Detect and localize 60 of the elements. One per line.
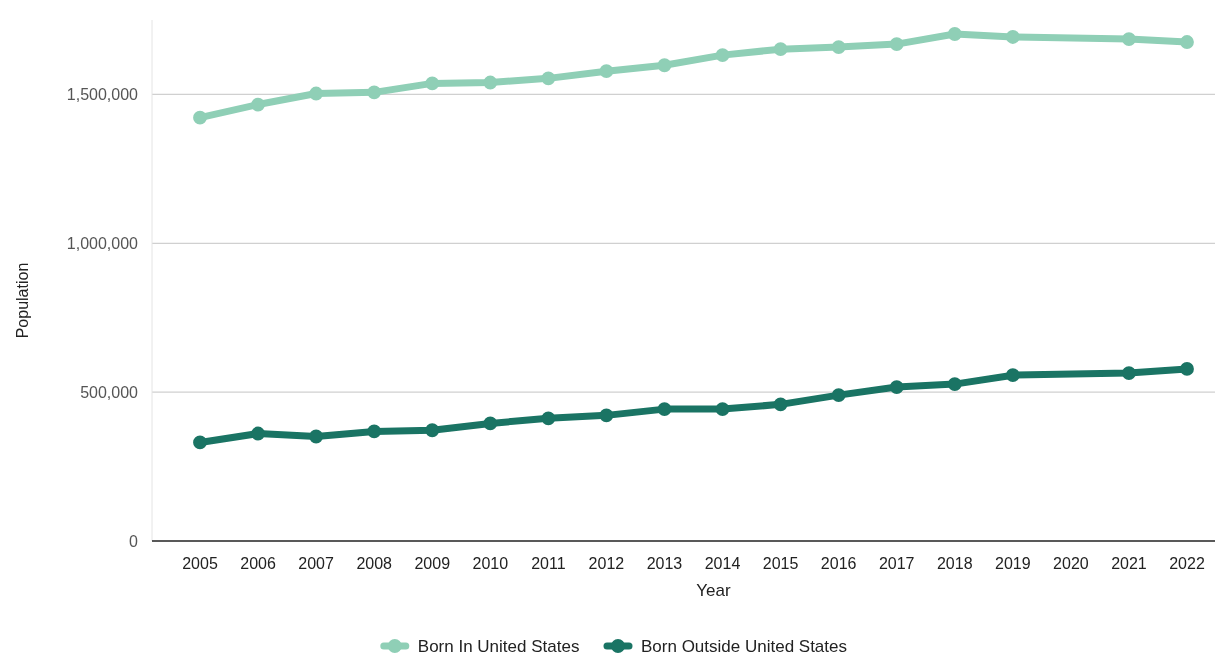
x-tick-label: 2006 xyxy=(240,555,276,572)
point xyxy=(1122,366,1136,380)
x-tick-label: 2021 xyxy=(1111,555,1147,572)
point xyxy=(1180,35,1194,49)
point xyxy=(367,85,382,100)
point xyxy=(657,402,672,417)
point xyxy=(483,416,498,431)
x-tick-label: 2019 xyxy=(995,555,1031,572)
point xyxy=(483,75,498,90)
point xyxy=(599,64,614,79)
point xyxy=(715,402,730,417)
x-tick-label: 2005 xyxy=(182,555,218,572)
legend-label: Born In United States xyxy=(417,636,580,656)
point xyxy=(1180,362,1194,376)
point xyxy=(831,40,846,54)
point xyxy=(193,110,207,125)
x-tick-label: 2013 xyxy=(646,555,683,572)
x-tick-label: 2009 xyxy=(414,555,451,572)
legend-label: Born Outside United States xyxy=(641,636,848,656)
y-tick-label: 1,000,000 xyxy=(66,234,139,252)
y-axis-title: Population xyxy=(14,262,31,339)
point xyxy=(715,48,730,63)
point xyxy=(831,388,846,403)
point xyxy=(309,86,324,101)
point xyxy=(889,380,904,394)
y-tick-label: 0 xyxy=(129,532,139,550)
x-tick-label: 2017 xyxy=(878,555,915,572)
point xyxy=(1122,32,1136,46)
point xyxy=(599,408,614,423)
x-tick-label: 2007 xyxy=(298,555,335,572)
point xyxy=(889,37,904,52)
point xyxy=(425,423,440,438)
x-tick-label: 2014 xyxy=(704,555,741,572)
x-tick-label: 2010 xyxy=(472,555,509,572)
point xyxy=(425,76,440,91)
point xyxy=(251,426,265,441)
x-tick-label: 2016 xyxy=(820,555,857,572)
point xyxy=(367,424,382,439)
point xyxy=(309,429,324,444)
x-tick-label: 2008 xyxy=(356,555,393,572)
point xyxy=(773,397,788,412)
x-tick-label: 2022 xyxy=(1169,555,1205,572)
point xyxy=(541,411,556,426)
point xyxy=(1005,30,1020,44)
x-tick-label: 2015 xyxy=(762,555,799,572)
x-axis-title: Year xyxy=(696,581,732,600)
point xyxy=(251,97,265,112)
point xyxy=(193,435,207,450)
x-tick-label: 2012 xyxy=(588,555,625,572)
point xyxy=(773,42,788,57)
point xyxy=(541,71,556,86)
x-tick-label: 2011 xyxy=(531,555,566,572)
x-tick-label: 2018 xyxy=(936,555,973,572)
point xyxy=(1005,368,1020,383)
point xyxy=(657,58,672,73)
y-tick-label: 1,500,000 xyxy=(66,86,139,104)
x-tick-label: 2020 xyxy=(1053,555,1089,572)
point xyxy=(947,27,962,41)
y-tick-label: 500,000 xyxy=(80,383,139,401)
point xyxy=(947,377,962,391)
